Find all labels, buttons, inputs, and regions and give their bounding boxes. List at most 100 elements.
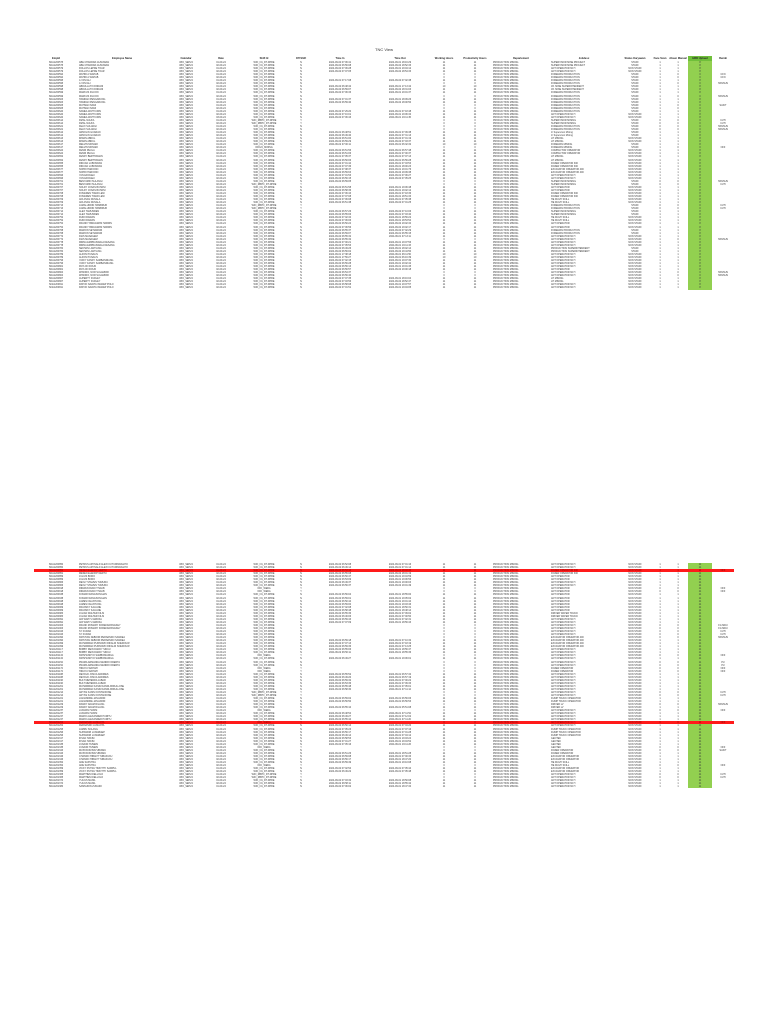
table-cell: NON STAFF bbox=[628, 170, 642, 174]
table-cell: 1 bbox=[677, 581, 679, 585]
table-cell: 0 bbox=[659, 709, 661, 713]
table-cell: 0 bbox=[659, 773, 661, 777]
table-cell: SUPERVISOR MINING bbox=[551, 179, 576, 183]
column-header: Empld bbox=[52, 56, 60, 60]
table-cell: 2024-09-02 07:07:08 bbox=[328, 195, 352, 199]
table-cell: 0 bbox=[659, 669, 661, 673]
table-cell: 0 bbox=[443, 703, 445, 707]
table-cell: N bbox=[300, 660, 302, 664]
table-cell: PRODUCTION MINING bbox=[493, 140, 519, 144]
table-cell: NON STAFF bbox=[628, 201, 642, 205]
table-cell: DOZER OPERATOR 300 bbox=[551, 572, 578, 576]
table-cell: 11 bbox=[688, 614, 712, 618]
table-cell: 01-09-24 bbox=[216, 672, 226, 676]
table-cell: 8 bbox=[688, 112, 712, 116]
table-cell: JR. MINE SUPERINTENDENT bbox=[551, 85, 584, 89]
table-cell: WIO_SEP24 bbox=[179, 115, 193, 119]
table-cell: WIO_SEP24 bbox=[179, 706, 193, 710]
table-cell: 11 bbox=[688, 651, 712, 655]
table-cell: 02-09-24 bbox=[216, 64, 226, 68]
table-cell: 1 bbox=[659, 684, 661, 688]
table-cell: 2024-09-02 06:56:17 bbox=[328, 730, 352, 734]
table-cell: WIO_SEP24 bbox=[179, 216, 193, 220]
table-row: SNA1201221 LIANANDRE JANUARDI WIO_SEP24 01-… bbox=[34, 697, 734, 701]
table-cell: 2024-09-02 06:50:11 bbox=[328, 651, 352, 655]
table-cell: WIO_N1_DT-DPRE bbox=[253, 286, 275, 290]
table-cell: 0 bbox=[659, 182, 661, 186]
table-cell: 1 bbox=[677, 754, 679, 758]
table-row: SNA1200969 FRANSKY KALIANE WIO_SEP24 01-09-… bbox=[34, 605, 734, 609]
table-cell: SNA1200752 bbox=[48, 219, 64, 223]
table-cell: 01-09-24 bbox=[216, 715, 226, 719]
table-cell: WIO_SEP24 bbox=[179, 70, 193, 74]
table-cell: WIO_N1_DT-DPRE bbox=[253, 639, 275, 643]
column-header: Departement bbox=[513, 56, 529, 60]
table-cell: 2024-09-02 07:01:53 bbox=[328, 173, 352, 177]
table-cell: PRODUCTION MINING bbox=[493, 745, 519, 749]
table-row: SNA1200599 MARKUS FILKON WIO_SEP24 01-09-24… bbox=[34, 91, 734, 95]
table-cell: NON STAFF bbox=[628, 280, 642, 284]
table-cell: NON STAFF bbox=[628, 651, 642, 655]
column-header: Time Out bbox=[394, 56, 406, 60]
table-cell: OFF_WEDA bbox=[236, 721, 292, 725]
table-cell: NON STAFF bbox=[628, 219, 642, 223]
table-cell: N bbox=[300, 645, 302, 649]
table-cell: 1 bbox=[677, 131, 679, 135]
table-row: SNA1200796 YAFFY FANDY SAMBANDIANG WIO_SEP… bbox=[34, 259, 734, 263]
table-cell: 2024-09-01 07:05:01 bbox=[388, 684, 412, 688]
table-cell: 2024-09-02 19:02:17 bbox=[388, 225, 412, 229]
table-cell: 2024-09-01 07:11:12 bbox=[388, 687, 412, 691]
table-cell: WIO_SEP24 bbox=[179, 566, 193, 570]
table-cell: 2024-09-02 06:50:24 bbox=[328, 222, 352, 226]
table-row: SNA1201188 REXOLD JOSUA ANDRIES WIO_SEP24 0… bbox=[34, 672, 734, 676]
table-cell: 11 bbox=[442, 678, 446, 682]
table-row: SNA1200784 SEKHAN LANTIANG WIO_SEP24 02-09-… bbox=[34, 249, 734, 253]
table-cell: 11 bbox=[473, 140, 477, 144]
table-cell: N bbox=[300, 173, 302, 177]
table-cell: MELVIN MONADI bbox=[79, 143, 98, 147]
table-cell: NON STAFF bbox=[628, 590, 642, 594]
table-cell: WIO_N1_DT-DPRE bbox=[253, 733, 275, 737]
table-cell: 8 bbox=[688, 149, 712, 153]
table-cell: 0 bbox=[474, 748, 476, 752]
table-cell: WIO_N1_DT-DPRE bbox=[253, 599, 275, 603]
table-cell: 2024-09-01 05:51:08 bbox=[388, 706, 412, 710]
table-row: SNA1200713 JAMALUDDIN HAMBRUR WIO_SEP24 02-… bbox=[34, 207, 734, 211]
table-cell: IKSAN HAKIM bbox=[79, 739, 95, 743]
table-cell: SNA1200617 bbox=[48, 146, 64, 150]
table-cell: Y bbox=[300, 204, 302, 208]
table-cell: SNA1201196 bbox=[48, 678, 64, 682]
table-cell: PRODUCTION MINING bbox=[493, 188, 519, 192]
table-cell: Y bbox=[300, 690, 302, 694]
table-cell: WIO_N1_DT-DPRE bbox=[253, 645, 275, 649]
table-cell: 1 bbox=[659, 158, 661, 162]
table-cell: 11 bbox=[442, 611, 446, 615]
table-cell: PRODUCTION MINING bbox=[493, 164, 519, 168]
table-cell: N bbox=[300, 724, 302, 728]
table-cell: WIO_N1_DT-DPRE bbox=[253, 94, 275, 98]
table-cell: 2024-09-01 06:16:39 bbox=[388, 256, 412, 259]
table-cell: KRISHANDYO SAMBOMADIGA bbox=[79, 654, 114, 658]
table-cell: NON STAFF bbox=[628, 681, 642, 685]
table-cell: NON STAFF bbox=[628, 724, 642, 728]
table-cell: N bbox=[300, 179, 302, 183]
table-cell: 11 bbox=[688, 739, 712, 743]
table-cell: ADT OPERATOR 60 H bbox=[551, 718, 576, 722]
table-cell: WIO_N1_DT-DPRE bbox=[253, 170, 275, 174]
table-cell: PRODUCTION MINING bbox=[493, 776, 519, 780]
table-cell: N bbox=[300, 626, 302, 630]
table-cell: 11 bbox=[688, 761, 712, 765]
table-cell: 1 bbox=[677, 563, 679, 566]
table-cell: WIO_SEP24 bbox=[179, 660, 193, 664]
table-row: SNA1201003 FRANK ROMARY KORENGPANGKEY WIO_… bbox=[34, 623, 734, 627]
column-header: Status Karyawan bbox=[624, 56, 646, 60]
table-row: SNA1200595 A YANI ALI WIO_SEP24 01-09-24 WIO… bbox=[34, 79, 734, 83]
table-cell: 01-09-24 bbox=[206, 569, 236, 573]
table-cell: NOPRI HARIONO bbox=[79, 167, 99, 171]
table-cell: NON STAFF bbox=[628, 715, 642, 719]
table-row: SNA1201365 MARTHEN DIELLOLO WIO_SEP24 01-09… bbox=[34, 773, 734, 777]
table-cell: 2024-09-02 06:49:27 bbox=[328, 715, 352, 719]
table-cell: 11 bbox=[473, 727, 477, 731]
table-cell: 8 bbox=[688, 88, 712, 92]
table-cell: 11 bbox=[473, 617, 477, 621]
